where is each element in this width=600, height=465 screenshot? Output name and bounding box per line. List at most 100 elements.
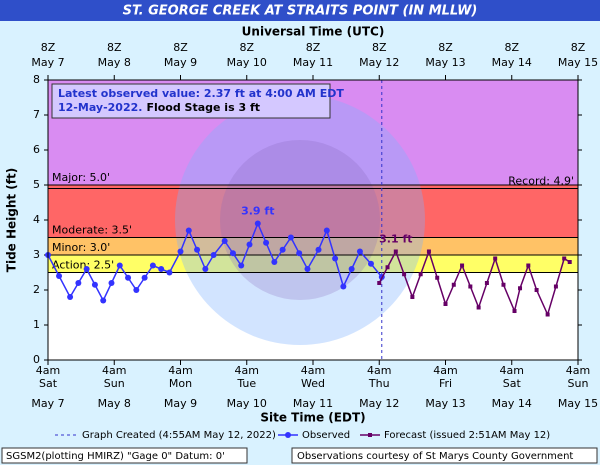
point — [271, 259, 278, 265]
y-tick-label: 5 — [33, 178, 40, 191]
point — [451, 282, 456, 287]
legend-label: Graph Created (4:55AM May 12, 2022) — [82, 430, 276, 441]
point — [83, 266, 90, 272]
point — [56, 273, 63, 279]
point — [426, 249, 431, 254]
point — [460, 263, 465, 268]
record-label: Record: 4.9' — [508, 175, 574, 188]
point — [166, 269, 173, 276]
y-axis-label: Tide Height (ft) — [5, 168, 19, 272]
point — [468, 284, 473, 289]
point — [410, 295, 415, 299]
point — [158, 266, 165, 272]
info-box — [51, 83, 331, 119]
y-tick-label: 3 — [33, 248, 40, 261]
point — [545, 312, 550, 317]
x-tick-label: May 15 — [558, 397, 598, 410]
x-tick-label: Sun — [568, 377, 589, 390]
x2-tick-label: 8Z — [41, 41, 56, 54]
point — [287, 234, 294, 241]
point — [418, 272, 423, 277]
point — [177, 248, 184, 255]
point — [108, 280, 115, 286]
point — [149, 262, 156, 269]
point — [348, 266, 355, 272]
legend-label: Forecast (issued 2:51AM May 12) — [384, 430, 550, 441]
point — [377, 281, 382, 285]
x-tick-label: Thu — [368, 377, 390, 390]
x-tick-label: 4am — [566, 364, 590, 377]
x-tick-label: May 14 — [492, 397, 532, 410]
watermark — [220, 140, 380, 300]
x-tick-label: 4am — [500, 364, 524, 377]
y-tick-label: 1 — [33, 318, 40, 331]
footer-left: SGSM2(plotting HMIRZ) "Gage 0" Datum: 0' — [6, 451, 225, 462]
x-tick-label: Sat — [503, 377, 522, 390]
point — [229, 250, 236, 257]
x-tick-label: 4am — [102, 364, 126, 377]
point — [393, 249, 398, 254]
title-bar — [0, 0, 600, 21]
x-tick-label: 4am — [433, 364, 457, 377]
point — [518, 286, 523, 291]
point — [526, 263, 531, 268]
x-tick-label: 4am — [36, 364, 60, 377]
flood-label: Moderate: 3.5' — [52, 224, 132, 237]
point — [493, 256, 498, 261]
x-tick-label: Fri — [439, 377, 452, 390]
point — [367, 260, 374, 267]
chart-title: ST. GEORGE CREEK AT STRAITS POINT (IN ML… — [123, 4, 478, 19]
footer-box — [291, 447, 598, 464]
point — [221, 238, 228, 244]
x2-tick-label: 8Z — [239, 41, 254, 54]
x2-tick-label: 8Z — [107, 41, 122, 54]
flood-label: Minor: 3.0' — [52, 241, 110, 254]
series-line — [378, 249, 571, 317]
point — [476, 305, 481, 310]
x2-tick-label: 8Z — [306, 41, 321, 54]
x-tick-label: May 13 — [425, 397, 465, 410]
x2-tick-label: 8Z — [173, 41, 188, 54]
point — [238, 262, 245, 269]
x2-tick-label: May 8 — [98, 56, 131, 69]
point — [562, 256, 567, 261]
info-line: 12-May-2022. Flood Stage is 3 ft — [58, 101, 260, 114]
point — [340, 283, 347, 290]
flood-band — [48, 185, 578, 238]
x-tick-label: May 10 — [227, 397, 267, 410]
point — [67, 294, 74, 300]
info-date: 12-May-2022. — [58, 101, 142, 114]
x-tick-label: May 9 — [164, 397, 197, 410]
x2-tick-label: May 13 — [425, 56, 465, 69]
point — [296, 250, 303, 257]
point — [141, 274, 148, 281]
x2-tick-label: 8Z — [372, 41, 387, 54]
point — [356, 248, 363, 255]
point — [263, 239, 270, 246]
x-axis-label: Site Time (EDT) — [260, 411, 365, 425]
x2-tick-label: 8Z — [571, 41, 586, 54]
x2-tick-label: May 9 — [164, 56, 197, 69]
point — [385, 265, 390, 270]
legend-marker — [285, 432, 291, 438]
flood-label: Major: 5.0' — [52, 171, 110, 184]
y-tick-label: 4 — [33, 213, 40, 226]
x2-tick-label: May 10 — [227, 56, 267, 69]
top-axis-label: Universal Time (UTC) — [242, 25, 385, 39]
point — [304, 266, 311, 272]
y-tick-label: 7 — [33, 108, 40, 121]
x-tick-label: 4am — [235, 364, 259, 377]
x-tick-label: Wed — [301, 377, 325, 390]
y-tick-label: 6 — [33, 143, 40, 156]
footer-box — [1, 447, 248, 464]
x2-tick-label: May 12 — [359, 56, 399, 69]
point — [501, 282, 506, 287]
point — [323, 227, 330, 234]
point — [91, 281, 98, 288]
x-tick-label: May 12 — [359, 397, 399, 410]
info-line: Latest observed value: 2.37 ft at 4:00 A… — [58, 87, 344, 100]
point — [254, 220, 261, 227]
x-tick-label: 4am — [367, 364, 391, 377]
x2-tick-label: 8Z — [438, 41, 453, 54]
info-flood-stage: Flood Stage is 3 ft — [146, 101, 260, 114]
